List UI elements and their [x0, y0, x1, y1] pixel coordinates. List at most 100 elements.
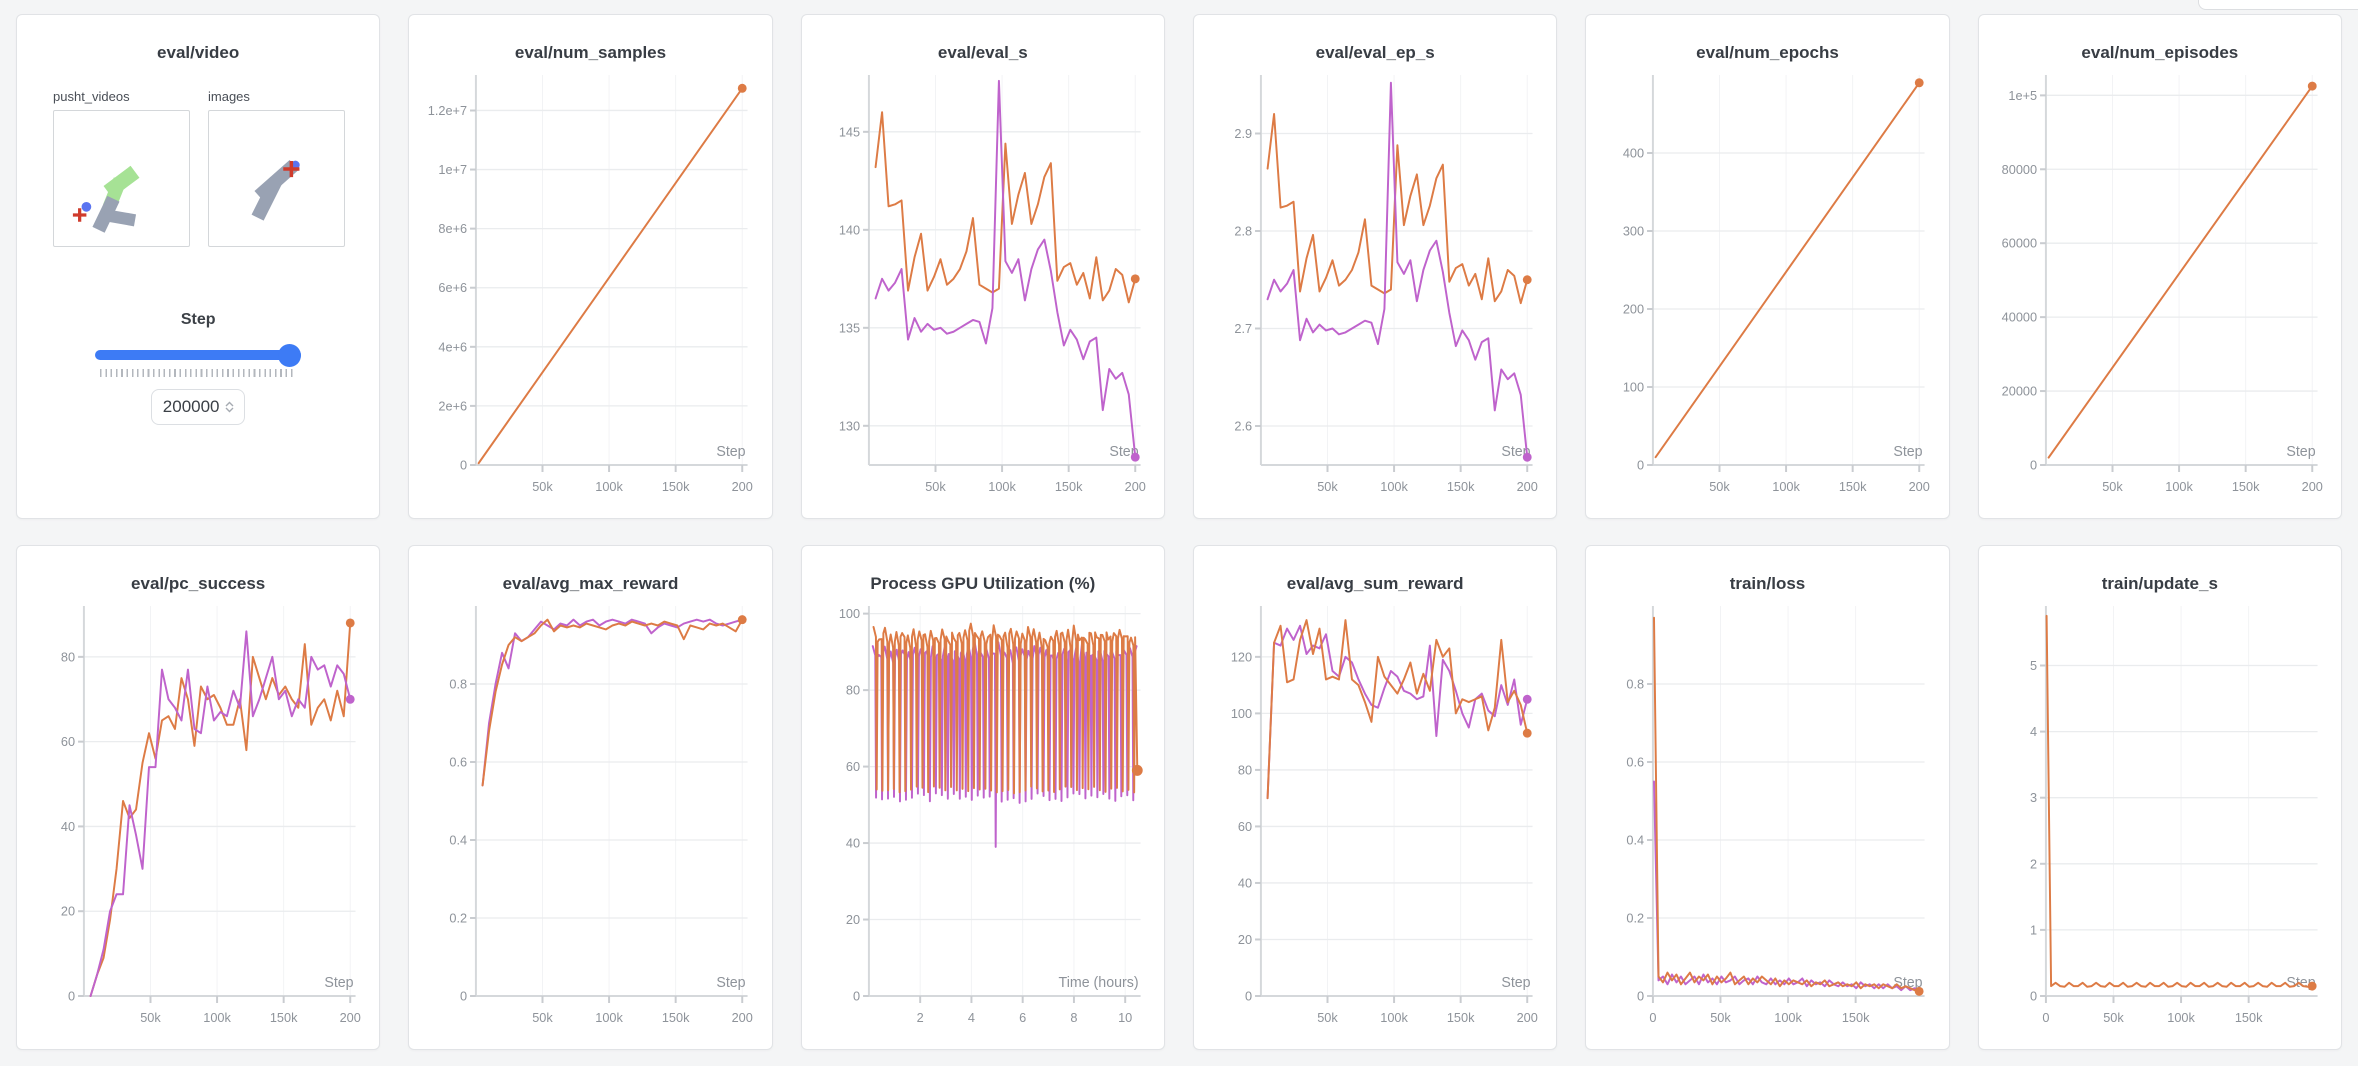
x-tick-label: 200: [1124, 479, 1145, 494]
y-tick-label: 1: [2030, 922, 2037, 937]
x-axis-label: Step: [1501, 975, 1530, 991]
stepper-arrows-icon[interactable]: [225, 401, 234, 413]
line-chart[interactable]: 0 20 40 60 80 100 2 4 6 8 10 Time (hours): [814, 598, 1152, 1042]
y-tick-label: 200: [1623, 301, 1644, 316]
y-tick-label: 8e+6: [439, 221, 468, 236]
panel-grid: eval/video pusht_videos images: [16, 14, 2342, 1050]
x-tick-label: 100k: [1775, 1010, 1803, 1025]
series-line-orange: [1266, 113, 1529, 305]
line-chart[interactable]: 0 20 40 60 80 100 120 50k 100k 150k 200 Step: [1206, 598, 1544, 1042]
thumbnail-block-images: images: [208, 89, 345, 247]
x-tick-label: 50k: [1317, 1010, 1338, 1025]
x-axis-label: Step: [717, 444, 746, 460]
x-axis-label: Time (hours): [1058, 975, 1138, 991]
x-tick-label: 50k: [2103, 1010, 2124, 1025]
y-tick-label: 1.2e+7: [428, 103, 467, 118]
x-axis-label: Step: [2286, 444, 2315, 460]
x-tick-label: 200: [732, 1010, 753, 1025]
y-tick-label: 0.2: [1627, 910, 1645, 925]
y-tick-label: 80000: [2001, 162, 2036, 177]
y-tick-label: 0.8: [1627, 676, 1645, 691]
y-tick-label: 100: [838, 606, 859, 621]
agent-dot: [81, 201, 92, 212]
series-end-dot: [738, 615, 747, 625]
y-tick-label: 400: [1623, 145, 1644, 160]
chart-title: train/loss: [1729, 574, 1806, 593]
thumbnail-block-pusht-videos: pusht_videos: [53, 89, 190, 247]
series-line-orange: [874, 111, 1136, 304]
chart-title: eval/avg_sum_reward: [1286, 574, 1464, 593]
y-tick-label: 2.7: [1234, 321, 1252, 336]
y-tick-label: 20: [1238, 932, 1252, 947]
slider-track[interactable]: [95, 350, 302, 360]
x-tick-label: 200: [732, 479, 753, 494]
y-tick-label: 0.8: [450, 676, 468, 691]
thumbnail-label: pusht_videos: [53, 89, 130, 104]
goal-cross: [72, 208, 87, 222]
chart-title: eval/eval_ep_s: [1315, 43, 1435, 62]
pusht-scene-image: [251, 159, 300, 221]
y-tick-label: 1e+7: [439, 162, 468, 177]
x-tick-label: 150k: [2232, 479, 2260, 494]
x-tick-label: 50k: [533, 479, 554, 494]
series-line-purple: [1266, 624, 1529, 800]
series-line-orange: [89, 621, 352, 997]
video-thumbnail-pusht-videos[interactable]: [53, 110, 190, 247]
x-tick-label: 200: [1909, 479, 1930, 494]
chart-title: Process GPU Utilization (%): [870, 574, 1096, 593]
y-tick-label: 0.4: [450, 832, 468, 847]
series-line-orange: [2047, 85, 2313, 459]
x-tick-label: 50k: [1317, 479, 1338, 494]
series-line-purple: [874, 79, 1136, 459]
step-value-input[interactable]: 200000: [151, 389, 246, 425]
y-tick-label: 0: [2030, 457, 2037, 472]
x-tick-label: 50k: [1711, 1010, 1732, 1025]
y-tick-label: 300: [1623, 223, 1644, 238]
chart-panel-process-gpu-utilization-: Process GPU Utilization (%) 0 20 40 60 80 100 2…: [800, 545, 1165, 1050]
x-tick-label: 150k: [1839, 479, 1867, 494]
step-control: Step 200000: [29, 311, 367, 425]
y-tick-label: 145: [838, 124, 859, 139]
y-tick-label: 4: [2030, 724, 2037, 739]
series-end-dot: [1522, 728, 1532, 738]
line-chart[interactable]: 0 2e+6 4e+6 6e+6 8e+6 1e+7 1.2e+7 50k 100k 150k 20…: [421, 67, 759, 511]
x-tick-label: 100k: [1773, 479, 1801, 494]
y-tick-label: 20000: [2001, 383, 2036, 398]
y-tick-label: 135: [838, 320, 859, 335]
y-tick-label: 2.8: [1234, 223, 1252, 238]
chart-panel-train-update-s: train/update_s 0 1 2 3 4 5 0 50k 100k 150k Step: [1977, 545, 2342, 1050]
series-end-dot: [2307, 81, 2317, 91]
series-line-orange: [481, 618, 744, 787]
video-thumbnail-images[interactable]: [208, 110, 345, 247]
slider-handle[interactable]: [278, 344, 302, 367]
series-line-orange: [477, 87, 744, 465]
x-tick-label: 100k: [596, 479, 624, 494]
x-tick-label: 50k: [2102, 479, 2123, 494]
chart-title: eval/num_samples: [514, 43, 667, 62]
line-chart[interactable]: 0 0.2 0.4 0.6 0.8 50k 100k 150k 200 Step: [421, 598, 759, 1042]
x-tick-label: 100k: [203, 1010, 231, 1025]
y-tick-label: 3: [2030, 790, 2037, 805]
x-tick-label: 100k: [1380, 1010, 1408, 1025]
y-tick-label: 0: [460, 988, 467, 1003]
step-slider[interactable]: [95, 343, 302, 367]
line-chart[interactable]: 0 20 40 60 80 50k 100k 150k 200 Step: [29, 598, 367, 1042]
chart-title: eval/pc_success: [131, 574, 266, 593]
line-chart[interactable]: 0 100 200 300 400 50k 100k 150k 200 Step: [1598, 67, 1936, 511]
series-end-dot: [1915, 986, 1924, 996]
line-chart[interactable]: 0 20000 40000 60000 80000 1e+5 50k 100k 150k 200 S…: [1991, 67, 2329, 511]
x-tick-label: 50k: [140, 1010, 161, 1025]
chart-panel-eval-eval-s: eval/eval_s 130 135 140 145 50k 100k 150k 200 Ste…: [800, 14, 1165, 519]
y-tick-label: 40: [61, 819, 75, 834]
series-end-dot: [1130, 452, 1140, 462]
x-tick-label: 150k: [1842, 1010, 1870, 1025]
series-line-purple: [481, 618, 744, 787]
thumbnail-label: images: [208, 89, 250, 104]
chart-title: eval/avg_max_reward: [502, 574, 679, 593]
thumbnail-row: pusht_videos images: [29, 89, 367, 247]
x-tick-label: 50k: [533, 1010, 554, 1025]
